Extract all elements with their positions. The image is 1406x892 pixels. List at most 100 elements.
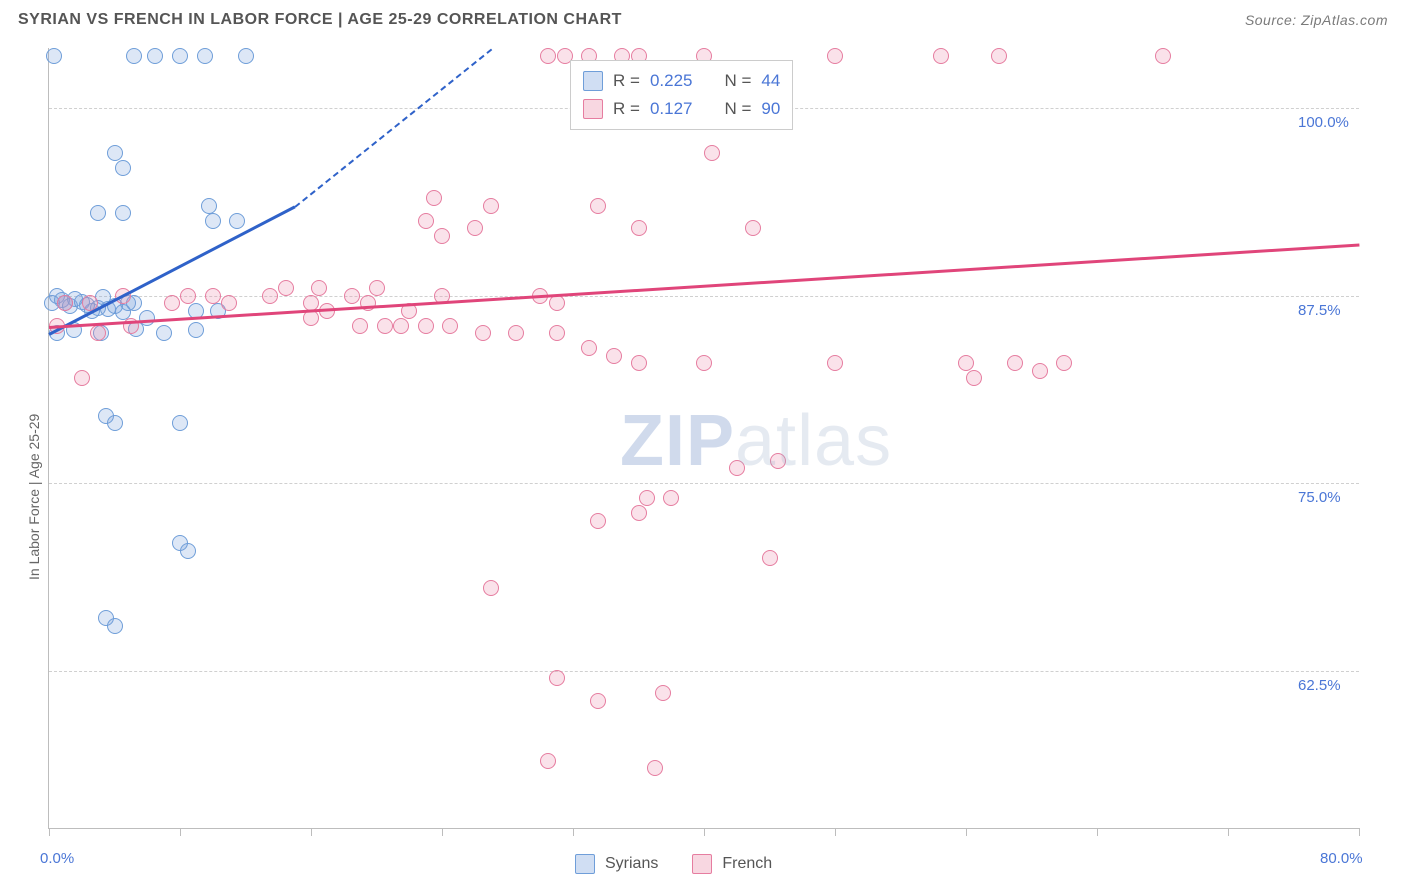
scatter-plot-area xyxy=(48,48,1359,829)
data-point xyxy=(126,48,142,64)
correlation-legend: R = 0.225 N = 44 R = 0.127 N = 90 xyxy=(570,60,793,130)
legend-label: French xyxy=(722,855,772,873)
data-point xyxy=(655,685,671,701)
data-point xyxy=(483,198,499,214)
data-point xyxy=(238,48,254,64)
data-point xyxy=(418,318,434,334)
data-point xyxy=(180,288,196,304)
y-tick-label: 62.5% xyxy=(1298,677,1341,694)
r-label: R = xyxy=(613,71,640,91)
title-bar: SYRIAN VS FRENCH IN LABOR FORCE | AGE 25… xyxy=(0,0,1406,40)
data-point xyxy=(1007,355,1023,371)
data-point xyxy=(696,355,712,371)
data-point xyxy=(540,48,556,64)
x-tick xyxy=(835,828,836,836)
x-tick xyxy=(1097,828,1098,836)
data-point xyxy=(197,48,213,64)
data-point xyxy=(631,220,647,236)
data-point xyxy=(278,280,294,296)
data-point xyxy=(770,453,786,469)
data-point xyxy=(508,325,524,341)
data-point xyxy=(156,325,172,341)
data-point xyxy=(369,280,385,296)
data-point xyxy=(147,48,163,64)
r-value: 0.225 xyxy=(650,71,693,91)
regression-line-extrapolated xyxy=(294,48,492,207)
data-point xyxy=(201,198,217,214)
gridline xyxy=(49,483,1359,484)
data-point xyxy=(221,295,237,311)
data-point xyxy=(958,355,974,371)
data-point xyxy=(549,295,565,311)
data-point xyxy=(483,580,499,596)
y-axis-label: In Labor Force | Age 25-29 xyxy=(26,414,42,580)
legend-swatch xyxy=(575,854,595,874)
x-tick xyxy=(180,828,181,836)
x-tick xyxy=(311,828,312,836)
data-point xyxy=(205,288,221,304)
data-point xyxy=(1032,363,1048,379)
data-point xyxy=(540,753,556,769)
gridline xyxy=(49,296,1359,297)
data-point xyxy=(115,160,131,176)
y-tick-label: 87.5% xyxy=(1298,302,1341,319)
data-point xyxy=(229,213,245,229)
n-label: N = xyxy=(724,99,751,119)
n-value: 90 xyxy=(761,99,780,119)
r-label: R = xyxy=(613,99,640,119)
data-point xyxy=(590,513,606,529)
data-point xyxy=(426,190,442,206)
data-point xyxy=(663,490,679,506)
legend-label: Syrians xyxy=(605,855,658,873)
data-point xyxy=(647,760,663,776)
data-point xyxy=(762,550,778,566)
data-point xyxy=(549,325,565,341)
gridline xyxy=(49,671,1359,672)
data-point xyxy=(1056,355,1072,371)
data-point xyxy=(933,48,949,64)
data-point xyxy=(467,220,483,236)
data-point xyxy=(180,543,196,559)
x-tick xyxy=(966,828,967,836)
data-point xyxy=(172,415,188,431)
legend-row: R = 0.127 N = 90 xyxy=(583,95,780,123)
data-point xyxy=(74,370,90,386)
data-point xyxy=(434,228,450,244)
series-legend: Syrians French xyxy=(575,854,796,874)
legend-swatch xyxy=(692,854,712,874)
data-point xyxy=(46,48,62,64)
data-point xyxy=(107,415,123,431)
data-point xyxy=(704,145,720,161)
data-point xyxy=(590,693,606,709)
data-point xyxy=(581,340,597,356)
data-point xyxy=(344,288,360,304)
x-tick xyxy=(573,828,574,836)
data-point xyxy=(205,213,221,229)
data-point xyxy=(115,205,131,221)
data-point xyxy=(606,348,622,364)
r-value: 0.127 xyxy=(650,99,693,119)
legend-swatch xyxy=(583,71,603,91)
data-point xyxy=(631,505,647,521)
x-axis-max: 80.0% xyxy=(1320,850,1363,867)
x-tick xyxy=(1228,828,1229,836)
data-point xyxy=(745,220,761,236)
data-point xyxy=(827,355,843,371)
data-point xyxy=(311,280,327,296)
data-point xyxy=(729,460,745,476)
data-point xyxy=(90,205,106,221)
x-axis-min: 0.0% xyxy=(40,850,74,867)
data-point xyxy=(639,490,655,506)
n-value: 44 xyxy=(761,71,780,91)
legend-swatch xyxy=(583,99,603,119)
data-point xyxy=(188,322,204,338)
data-point xyxy=(262,288,278,304)
data-point xyxy=(991,48,1007,64)
data-point xyxy=(172,48,188,64)
data-point xyxy=(352,318,368,334)
data-point xyxy=(475,325,491,341)
data-point xyxy=(164,295,180,311)
data-point xyxy=(377,318,393,334)
x-tick xyxy=(1359,828,1360,836)
data-point xyxy=(107,618,123,634)
